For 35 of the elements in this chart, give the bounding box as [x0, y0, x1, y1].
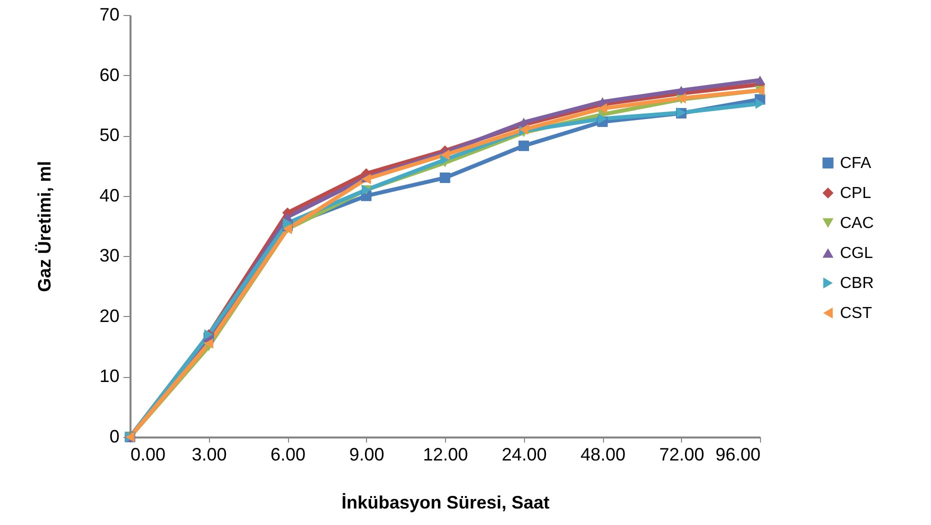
point: [518, 140, 529, 152]
y-axis-title: Gaz Üretimi, ml: [34, 160, 54, 292]
legend-label: CAC: [840, 215, 874, 232]
point: [204, 338, 214, 349]
y-tick-label: 70: [99, 4, 120, 24]
x-tick-label: 3.00: [192, 444, 227, 464]
y-tick-label: 10: [99, 366, 120, 386]
x-tick-label: 48.00: [580, 444, 626, 464]
point: [676, 86, 686, 95]
legend-label: CFA: [840, 155, 872, 172]
x-tick-label: 6.00: [270, 444, 306, 464]
y-tick-label: 60: [99, 64, 120, 85]
y-tick-label: 50: [99, 125, 120, 146]
x-tick-label: 12.00: [422, 444, 468, 464]
x-tick-label: 96.00: [715, 444, 760, 464]
y-tick-label: 30: [99, 246, 120, 266]
point: [754, 76, 766, 85]
y-tick-label: 20: [99, 306, 120, 326]
point: [440, 154, 450, 165]
legend-label: CBR: [840, 275, 874, 292]
point: [440, 150, 450, 160]
x-tick-label: 0.00: [130, 444, 166, 464]
x-tick-label: 9.00: [349, 444, 384, 464]
legend-label: CPL: [840, 185, 872, 202]
y-tick-label: 0: [109, 426, 120, 446]
point: [440, 172, 450, 184]
y-tick-label: 40: [99, 185, 120, 206]
point: [282, 218, 292, 228]
x-axis-title: İnkübasyon Süresi, Saat: [341, 492, 550, 512]
x-tick-label: 24.00: [502, 444, 547, 464]
x-tick-label: 72.00: [659, 444, 704, 464]
point: [598, 113, 608, 124]
point: [755, 98, 765, 109]
legend-label: CST: [840, 305, 872, 322]
legend-label: CGL: [840, 245, 873, 262]
